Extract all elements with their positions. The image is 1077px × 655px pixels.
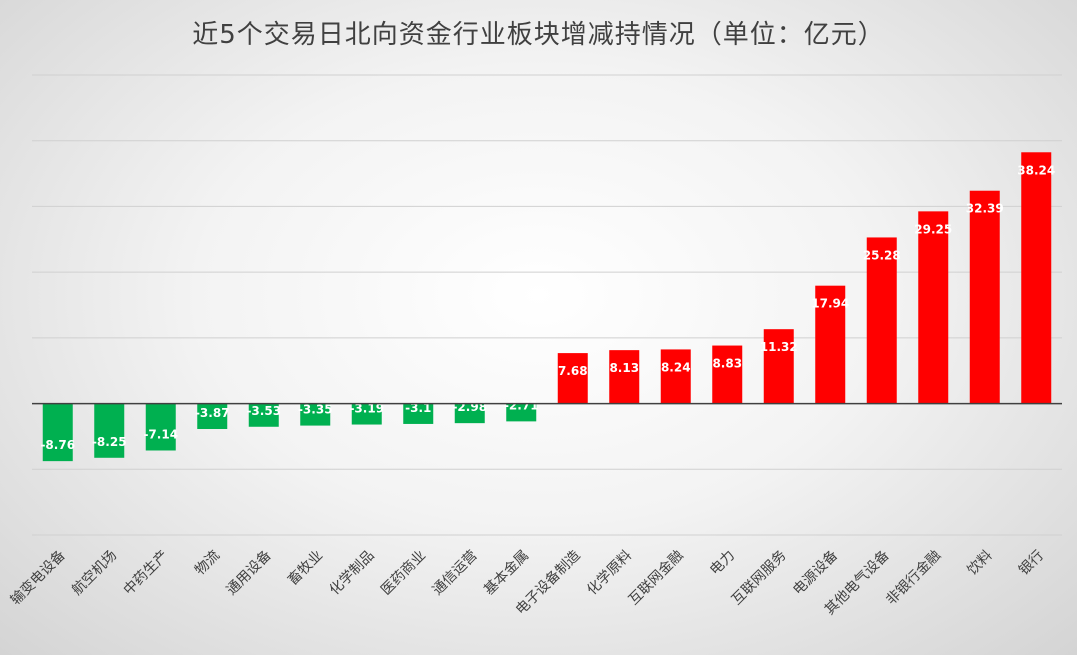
data-label: -8.25	[92, 435, 127, 449]
bar	[712, 345, 743, 404]
bar	[557, 353, 588, 404]
data-label: 38.24	[1017, 163, 1055, 177]
category-label: 中药生产	[121, 548, 172, 599]
category-label: 航空机场	[69, 548, 120, 599]
data-label: -3.19	[349, 402, 384, 416]
category-label: 输变电设备	[7, 547, 69, 609]
bar	[300, 403, 331, 426]
category-label: 电源设备	[789, 547, 841, 599]
data-label: -3.87	[195, 406, 230, 420]
bar	[42, 403, 73, 462]
data-label: -3.35	[298, 403, 333, 417]
category-label: 通信运营	[430, 548, 481, 599]
data-label: -7.14	[143, 427, 178, 441]
category-label: 医药商业	[378, 548, 429, 599]
category-label: 通用设备	[223, 547, 275, 599]
bar	[454, 403, 485, 424]
chart-title: 近5个交易日北向资金行业板块增减持情况（单位：亿元）	[192, 20, 885, 50]
category-label: 互联网金融	[626, 548, 687, 609]
data-label: -3.1	[405, 401, 431, 415]
bar	[866, 237, 897, 404]
data-label: 8.24	[661, 360, 691, 374]
bar	[660, 349, 691, 404]
category-label: 互联网服务	[729, 548, 790, 609]
data-label: 29.25	[914, 222, 952, 236]
bar	[506, 403, 537, 422]
data-label: 32.39	[966, 202, 1004, 216]
bar	[351, 403, 382, 425]
category-label: 电力	[707, 548, 738, 579]
data-label: -2.98	[452, 400, 487, 414]
bar	[403, 403, 434, 424]
bar	[609, 350, 640, 404]
bar	[1021, 152, 1052, 404]
bar	[197, 403, 228, 430]
data-label: -3.53	[246, 404, 281, 418]
category-label: 化学原料	[584, 548, 635, 599]
category-label: 基本金属	[480, 547, 532, 599]
data-label: 8.83	[712, 357, 742, 371]
data-label: 8.13	[609, 361, 639, 375]
bar	[763, 329, 794, 404]
bar	[145, 403, 176, 451]
category-label: 非银行金融	[883, 548, 944, 609]
data-label: 7.68	[558, 364, 588, 378]
data-label: 25.28	[863, 248, 901, 262]
category-label: 饮料	[964, 548, 995, 579]
category-label: 物流	[192, 548, 223, 579]
category-label: 银行	[1016, 548, 1047, 579]
data-label: -2.71	[504, 398, 539, 412]
data-label: 11.32	[760, 340, 798, 354]
category-label: 畜牧业	[285, 548, 326, 589]
data-label: 17.94	[811, 297, 849, 311]
bar	[248, 403, 279, 427]
data-label: -8.76	[40, 438, 75, 452]
bar	[94, 403, 125, 458]
bar	[918, 211, 949, 404]
bar	[969, 190, 1000, 404]
bar	[815, 285, 846, 404]
category-label: 化学制品	[327, 548, 378, 599]
